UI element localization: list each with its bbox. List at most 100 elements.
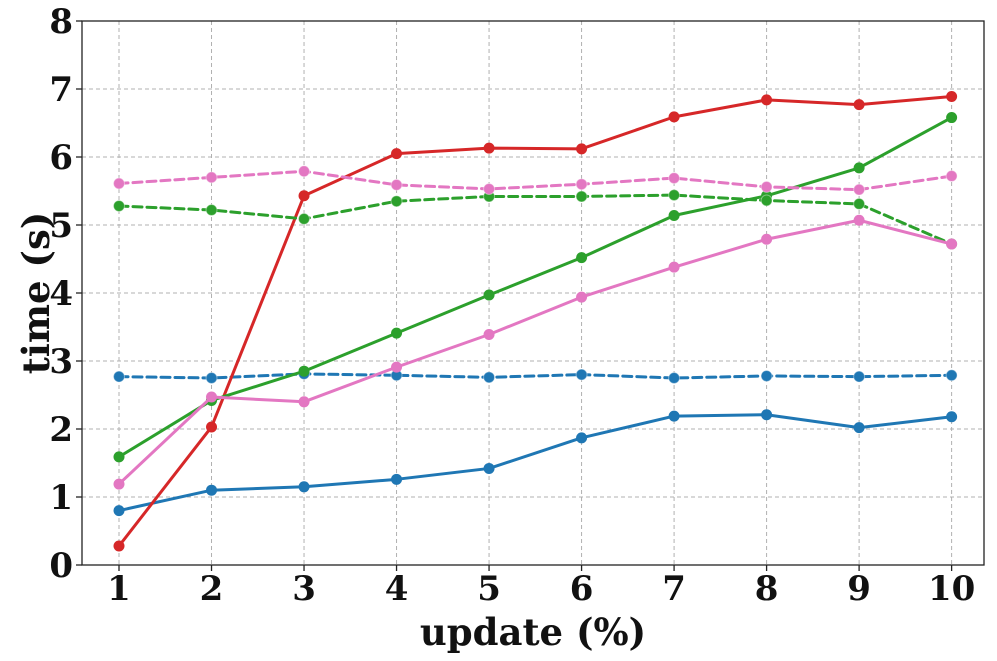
y-tick-label: 2 [49,410,73,450]
data-point [483,289,495,301]
data-point [206,391,218,403]
data-point [668,189,681,202]
data-point [206,484,218,496]
data-point [576,291,588,303]
data-point [761,409,773,421]
data-point [945,170,958,183]
data-point [761,233,773,245]
data-point [760,180,773,193]
y-axis-label: time (s) [14,212,58,375]
data-point [668,209,680,221]
data-point [483,142,495,154]
data-point [853,99,865,111]
x-tick-label: 5 [477,569,501,609]
data-point [113,199,126,212]
x-tick-label: 4 [385,569,409,609]
data-point [298,481,310,493]
data-point [853,162,865,174]
data-point [205,204,218,217]
x-axis-ticks: 1 2 3 4 5 6 7 8 9 10 [107,565,975,609]
data-point [668,410,680,422]
data-point [576,143,588,155]
data-point [113,540,125,552]
series-line [117,94,954,548]
data-point [760,369,773,382]
data-point [113,451,125,463]
data-point [113,505,125,517]
data-point [576,252,588,264]
data-point [113,177,126,190]
data-point [668,372,681,384]
data-point [946,411,958,423]
y-tick-label: 4 [49,274,73,314]
series-line [117,116,954,459]
series-line [117,193,954,246]
x-tick-label: 10 [928,569,975,609]
data-point [853,197,866,210]
data-point [205,171,218,184]
x-axis-label: update (%) [420,610,646,654]
data-point [113,478,125,490]
y-tick-label: 0 [49,546,73,586]
x-tick-label: 8 [755,569,779,609]
data-point [391,327,403,339]
data-point [668,172,681,185]
data-point [206,421,218,433]
y-tick-label: 3 [49,342,73,382]
data-point [946,112,958,124]
data-point [946,90,958,102]
series-4 [113,112,958,463]
data-point [391,473,403,485]
data-point [853,422,865,434]
y-tick-label: 5 [49,206,73,246]
series-2 [113,367,958,384]
series-line [117,372,954,380]
data-point [483,182,496,195]
data-point [575,178,588,191]
series-3 [113,90,958,552]
data-point [298,165,311,178]
series-1 [113,409,958,517]
data-point [853,183,866,196]
data-point [391,361,403,373]
series-layer [113,90,958,552]
data-point [483,462,495,474]
x-tick-label: 6 [570,569,594,609]
y-tick-label: 8 [49,2,73,42]
data-point [298,396,310,408]
x-tick-label: 9 [847,569,871,609]
x-tick-label: 7 [662,569,686,609]
data-point [668,111,680,123]
y-tick-label: 1 [49,478,73,518]
y-tick-label: 6 [49,138,73,178]
series-line [117,413,954,513]
series-line [117,218,954,486]
data-point [853,214,865,226]
data-point [298,212,311,225]
series-6 [113,214,958,490]
x-tick-label: 3 [292,569,316,609]
data-point [113,370,126,383]
y-axis-ticks: 0 1 2 3 4 5 6 7 8 [49,2,82,586]
data-point [575,368,588,381]
data-point [853,370,866,383]
x-tick-label: 2 [200,569,224,609]
data-point [760,194,773,207]
series-line [117,169,954,192]
data-point [576,432,588,444]
data-point [390,178,403,191]
data-point [205,372,218,384]
grid [82,21,984,565]
data-point [668,261,680,273]
x-tick-label: 1 [107,569,131,609]
series-7 [113,165,958,196]
data-point [298,190,310,202]
y-tick-label: 7 [49,70,73,110]
data-point [761,94,773,106]
data-point [391,148,403,160]
data-point [575,190,588,203]
data-point [390,195,403,208]
series-5 [113,189,958,251]
data-point [298,365,310,377]
